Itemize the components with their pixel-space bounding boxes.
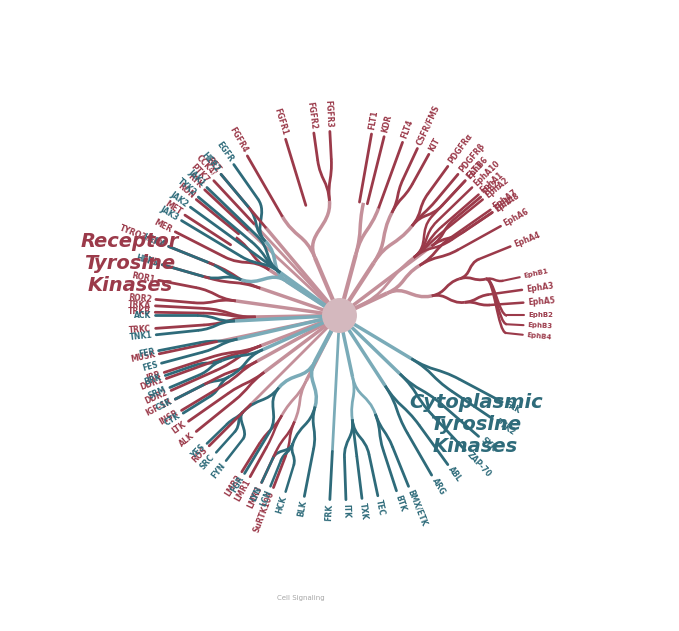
Text: JAK2: JAK2 xyxy=(168,189,189,208)
Text: FYN: FYN xyxy=(209,461,227,480)
Text: EphA5: EphA5 xyxy=(527,296,555,307)
Text: TYK2: TYK2 xyxy=(175,177,198,198)
Text: FLT4: FLT4 xyxy=(400,119,415,140)
Text: DDR2: DDR2 xyxy=(144,388,169,406)
Text: ALK: ALK xyxy=(177,430,196,448)
Circle shape xyxy=(323,298,356,333)
Text: EphA3: EphA3 xyxy=(526,281,554,293)
Text: TXK: TXK xyxy=(358,502,369,520)
Text: EphA2: EphA2 xyxy=(483,176,510,201)
Text: ROS: ROS xyxy=(191,445,209,464)
Text: EphB1: EphB1 xyxy=(524,268,549,280)
Text: Receptor
Tyrosine
Kinases: Receptor Tyrosine Kinases xyxy=(81,232,179,295)
Text: ZAP-70: ZAP-70 xyxy=(464,451,492,479)
Text: CTK: CTK xyxy=(163,411,182,428)
Text: BLK: BLK xyxy=(296,500,308,517)
Text: EphB3: EphB3 xyxy=(528,322,553,329)
Text: TEC: TEC xyxy=(374,499,386,517)
Text: Cytoplasmic
Tyrosine
Kinases: Cytoplasmic Tyrosine Kinases xyxy=(409,393,543,456)
Text: RET: RET xyxy=(204,156,222,174)
Text: PDGFRα: PDGFRα xyxy=(447,133,475,166)
Text: LMR3: LMR3 xyxy=(246,485,264,510)
Text: EphB4: EphB4 xyxy=(527,332,552,341)
Text: LYN: LYN xyxy=(249,485,264,502)
Text: FAK: FAK xyxy=(504,400,522,416)
Text: AXL: AXL xyxy=(141,255,160,268)
Text: ACK: ACK xyxy=(134,311,151,320)
Text: PDGFRβ: PDGFRβ xyxy=(457,141,487,174)
Text: BMX/ETK: BMX/ETK xyxy=(406,488,428,528)
Text: JAK1: JAK1 xyxy=(187,168,207,188)
Text: IRR: IRR xyxy=(145,370,162,382)
Text: CSK: CSK xyxy=(154,397,174,413)
Text: FGR: FGR xyxy=(230,475,246,494)
Text: RYK: RYK xyxy=(186,172,205,191)
Text: LTK: LTK xyxy=(170,420,187,436)
Text: JAK3: JAK3 xyxy=(159,204,180,222)
Text: RON: RON xyxy=(176,182,196,201)
Text: INSR: INSR xyxy=(158,409,180,427)
Text: PYK2: PYK2 xyxy=(493,417,517,437)
Text: EphA7: EphA7 xyxy=(492,188,519,211)
Text: YES: YES xyxy=(189,443,207,461)
Text: MET: MET xyxy=(164,199,184,216)
Text: TRKC: TRKC xyxy=(129,324,152,334)
Text: FGFR1: FGFR1 xyxy=(272,107,289,136)
Text: EphA6: EphA6 xyxy=(502,207,530,228)
Text: TNK1: TNK1 xyxy=(129,331,153,342)
Text: EphA1: EphA1 xyxy=(479,170,505,195)
Text: KDR: KDR xyxy=(381,114,394,134)
Text: FGFR3: FGFR3 xyxy=(324,99,334,127)
Text: SRC: SRC xyxy=(199,452,217,471)
Text: EphB6: EphB6 xyxy=(464,155,490,180)
Text: SYK: SYK xyxy=(479,436,497,454)
Text: EphA8: EphA8 xyxy=(493,191,521,214)
Text: ARG: ARG xyxy=(430,476,447,497)
Text: ROR1: ROR1 xyxy=(130,271,155,284)
Text: TRKB: TRKB xyxy=(128,307,151,317)
Text: CSFR/FMS: CSFR/FMS xyxy=(415,103,441,146)
Text: HCK: HCK xyxy=(275,495,289,514)
Text: MUSK: MUSK xyxy=(130,350,156,364)
Text: HER4: HER4 xyxy=(142,232,166,249)
Text: IGF-1R: IGF-1R xyxy=(144,397,174,418)
Text: Cell Signaling: Cell Signaling xyxy=(276,595,325,601)
Text: TRKA: TRKA xyxy=(128,300,151,310)
Text: EphA4: EphA4 xyxy=(513,230,541,249)
Text: ITK: ITK xyxy=(342,504,351,518)
Text: FER: FER xyxy=(138,347,155,359)
Text: TIE2: TIE2 xyxy=(481,179,501,198)
Text: EphB2: EphB2 xyxy=(528,312,553,319)
Text: EphA10: EphA10 xyxy=(472,158,502,188)
Text: MER: MER xyxy=(153,217,174,234)
Text: ROR2: ROR2 xyxy=(128,293,152,304)
Text: HER2: HER2 xyxy=(200,151,222,174)
Text: LMR2: LMR2 xyxy=(223,473,244,498)
Text: ABL: ABL xyxy=(447,465,464,484)
Text: LCN: LCN xyxy=(258,488,273,508)
Text: FRK: FRK xyxy=(325,504,334,521)
Text: DDR1: DDR1 xyxy=(139,375,164,392)
Text: TYRO3/SKY: TYRO3/SKY xyxy=(119,223,166,249)
Text: EGFR: EGFR xyxy=(215,140,235,163)
Text: LMR1: LMR1 xyxy=(233,478,252,504)
Text: SuRTK106: SuRTK106 xyxy=(252,490,276,534)
Text: TIE1: TIE1 xyxy=(493,196,514,214)
Text: FGFR2: FGFR2 xyxy=(305,100,318,129)
Text: FGFR4: FGFR4 xyxy=(227,126,249,155)
Text: CCK4/
PTK7: CCK4/ PTK7 xyxy=(187,153,218,184)
Text: FES: FES xyxy=(141,360,159,373)
Text: BRK: BRK xyxy=(143,372,163,387)
Text: HER3: HER3 xyxy=(135,253,160,268)
Text: BTK: BTK xyxy=(393,493,407,512)
Text: FLT1: FLT1 xyxy=(368,110,380,131)
Text: KIT: KIT xyxy=(427,136,441,153)
Text: SRM: SRM xyxy=(147,385,168,401)
Text: FLT3: FLT3 xyxy=(464,160,485,180)
